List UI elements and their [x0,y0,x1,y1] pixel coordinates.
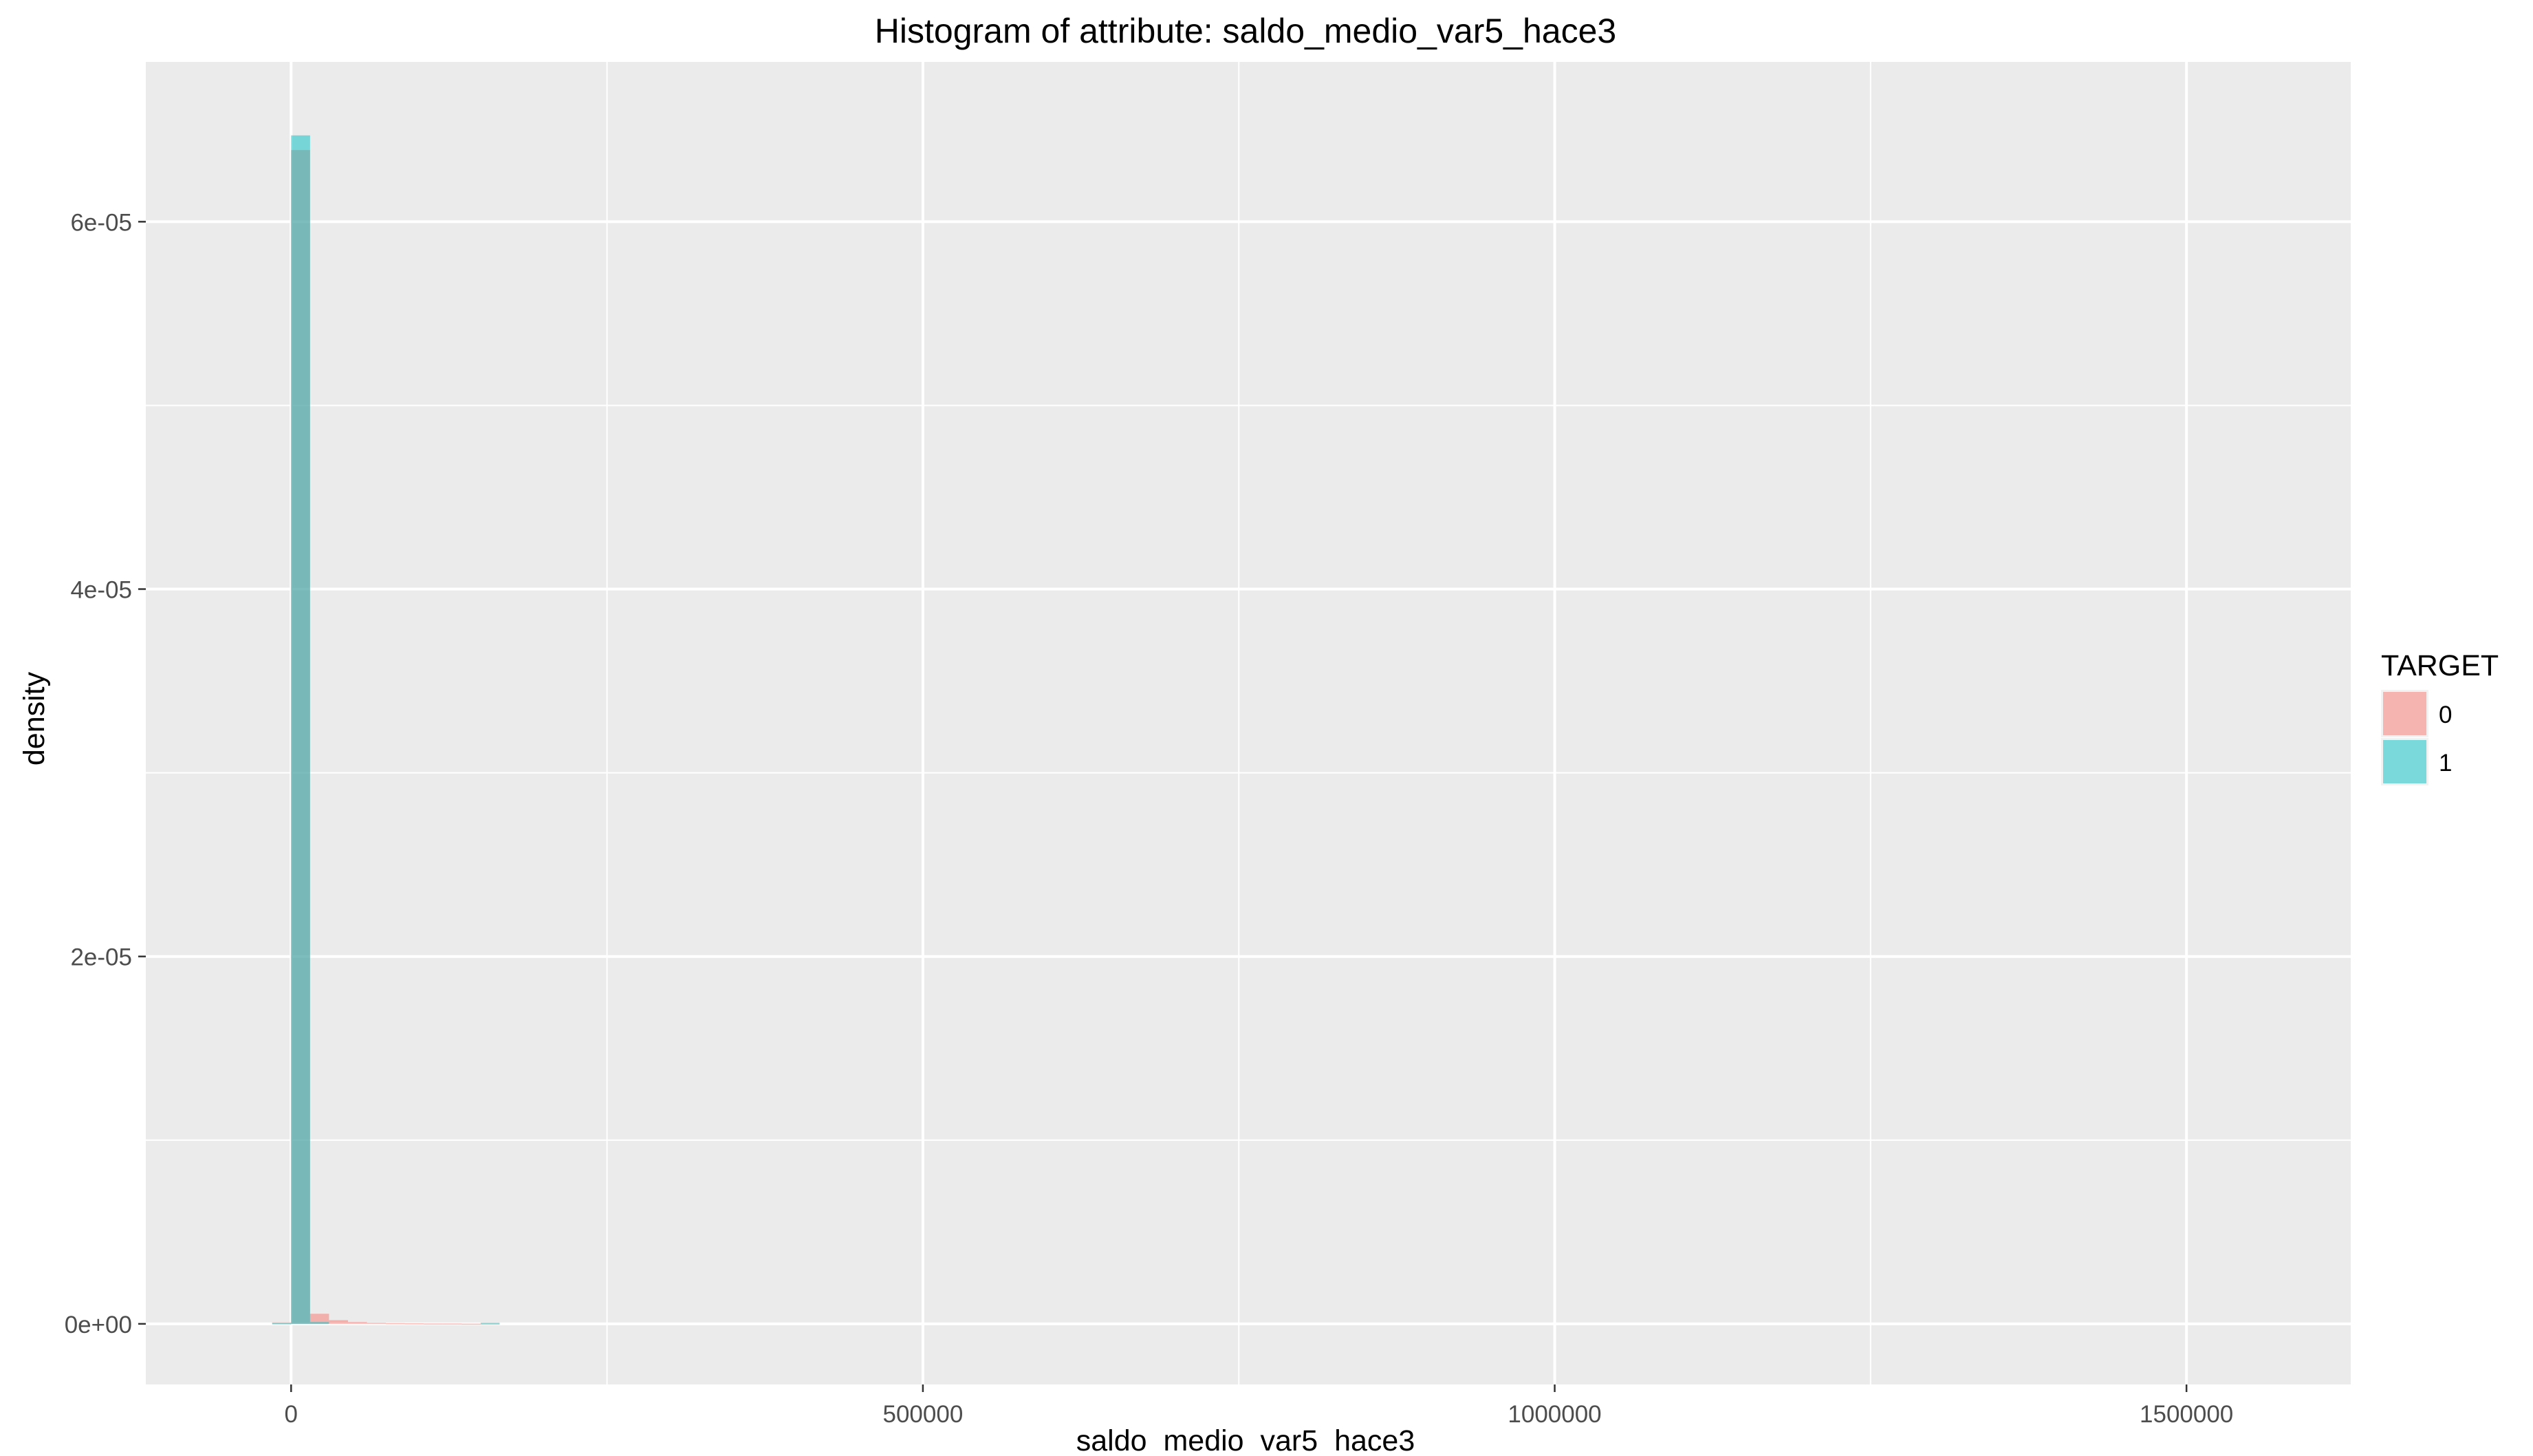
legend-key-swatch [2383,740,2426,783]
histogram-bar [386,1323,405,1325]
histogram-bar [367,1323,387,1324]
histogram-bar [291,135,310,1324]
legend: TARGET 01 [2381,649,2499,785]
y-tick-label: 4e-05 [70,577,132,604]
x-tick-label: 1500000 [2140,1401,2233,1428]
histogram-bar [329,1320,348,1324]
y-axis: 0e+00 2e-05 4e-05 6e-05 [65,209,146,1338]
x-tick-label: 500000 [883,1401,964,1428]
histogram-bar [404,1323,424,1325]
histogram-bar [347,1322,367,1324]
x-axis: 0 500000 1000000 1500000 [285,1384,2233,1428]
minor-grid [146,62,2351,1384]
legend-title: TARGET [2381,649,2499,682]
series-1-bars [272,135,500,1325]
x-tick-label: 1000000 [1508,1401,1601,1428]
histogram-bar [272,1323,292,1325]
legend-items: 01 [2381,690,2452,785]
legend-key-swatch [2383,692,2426,735]
plot-panel [146,62,2351,1384]
histogram-bar [442,1323,462,1325]
histogram-bars [272,135,500,1325]
histogram-bar [424,1323,443,1325]
chart-title: Histogram of attribute: saldo_medio_var5… [875,12,1616,50]
histogram-bar [480,1323,500,1325]
histogram-bar [309,1314,329,1324]
y-tick-label: 2e-05 [70,944,132,971]
legend-entry-label: 0 [2439,702,2452,728]
histogram-bar [480,1323,500,1324]
y-tick-label: 0e+00 [65,1312,132,1338]
histogram-bar [272,1322,292,1324]
x-axis-label: saldo_medio_var5_hace3 [1076,1424,1415,1453]
x-tick-label: 0 [285,1401,298,1428]
y-axis-label: density [18,671,51,765]
histogram-bar [309,1322,329,1324]
legend-entry-label: 1 [2439,750,2452,776]
major-grid [146,62,2351,1384]
histogram-bar [461,1323,481,1325]
y-tick-label: 6e-05 [70,209,132,236]
